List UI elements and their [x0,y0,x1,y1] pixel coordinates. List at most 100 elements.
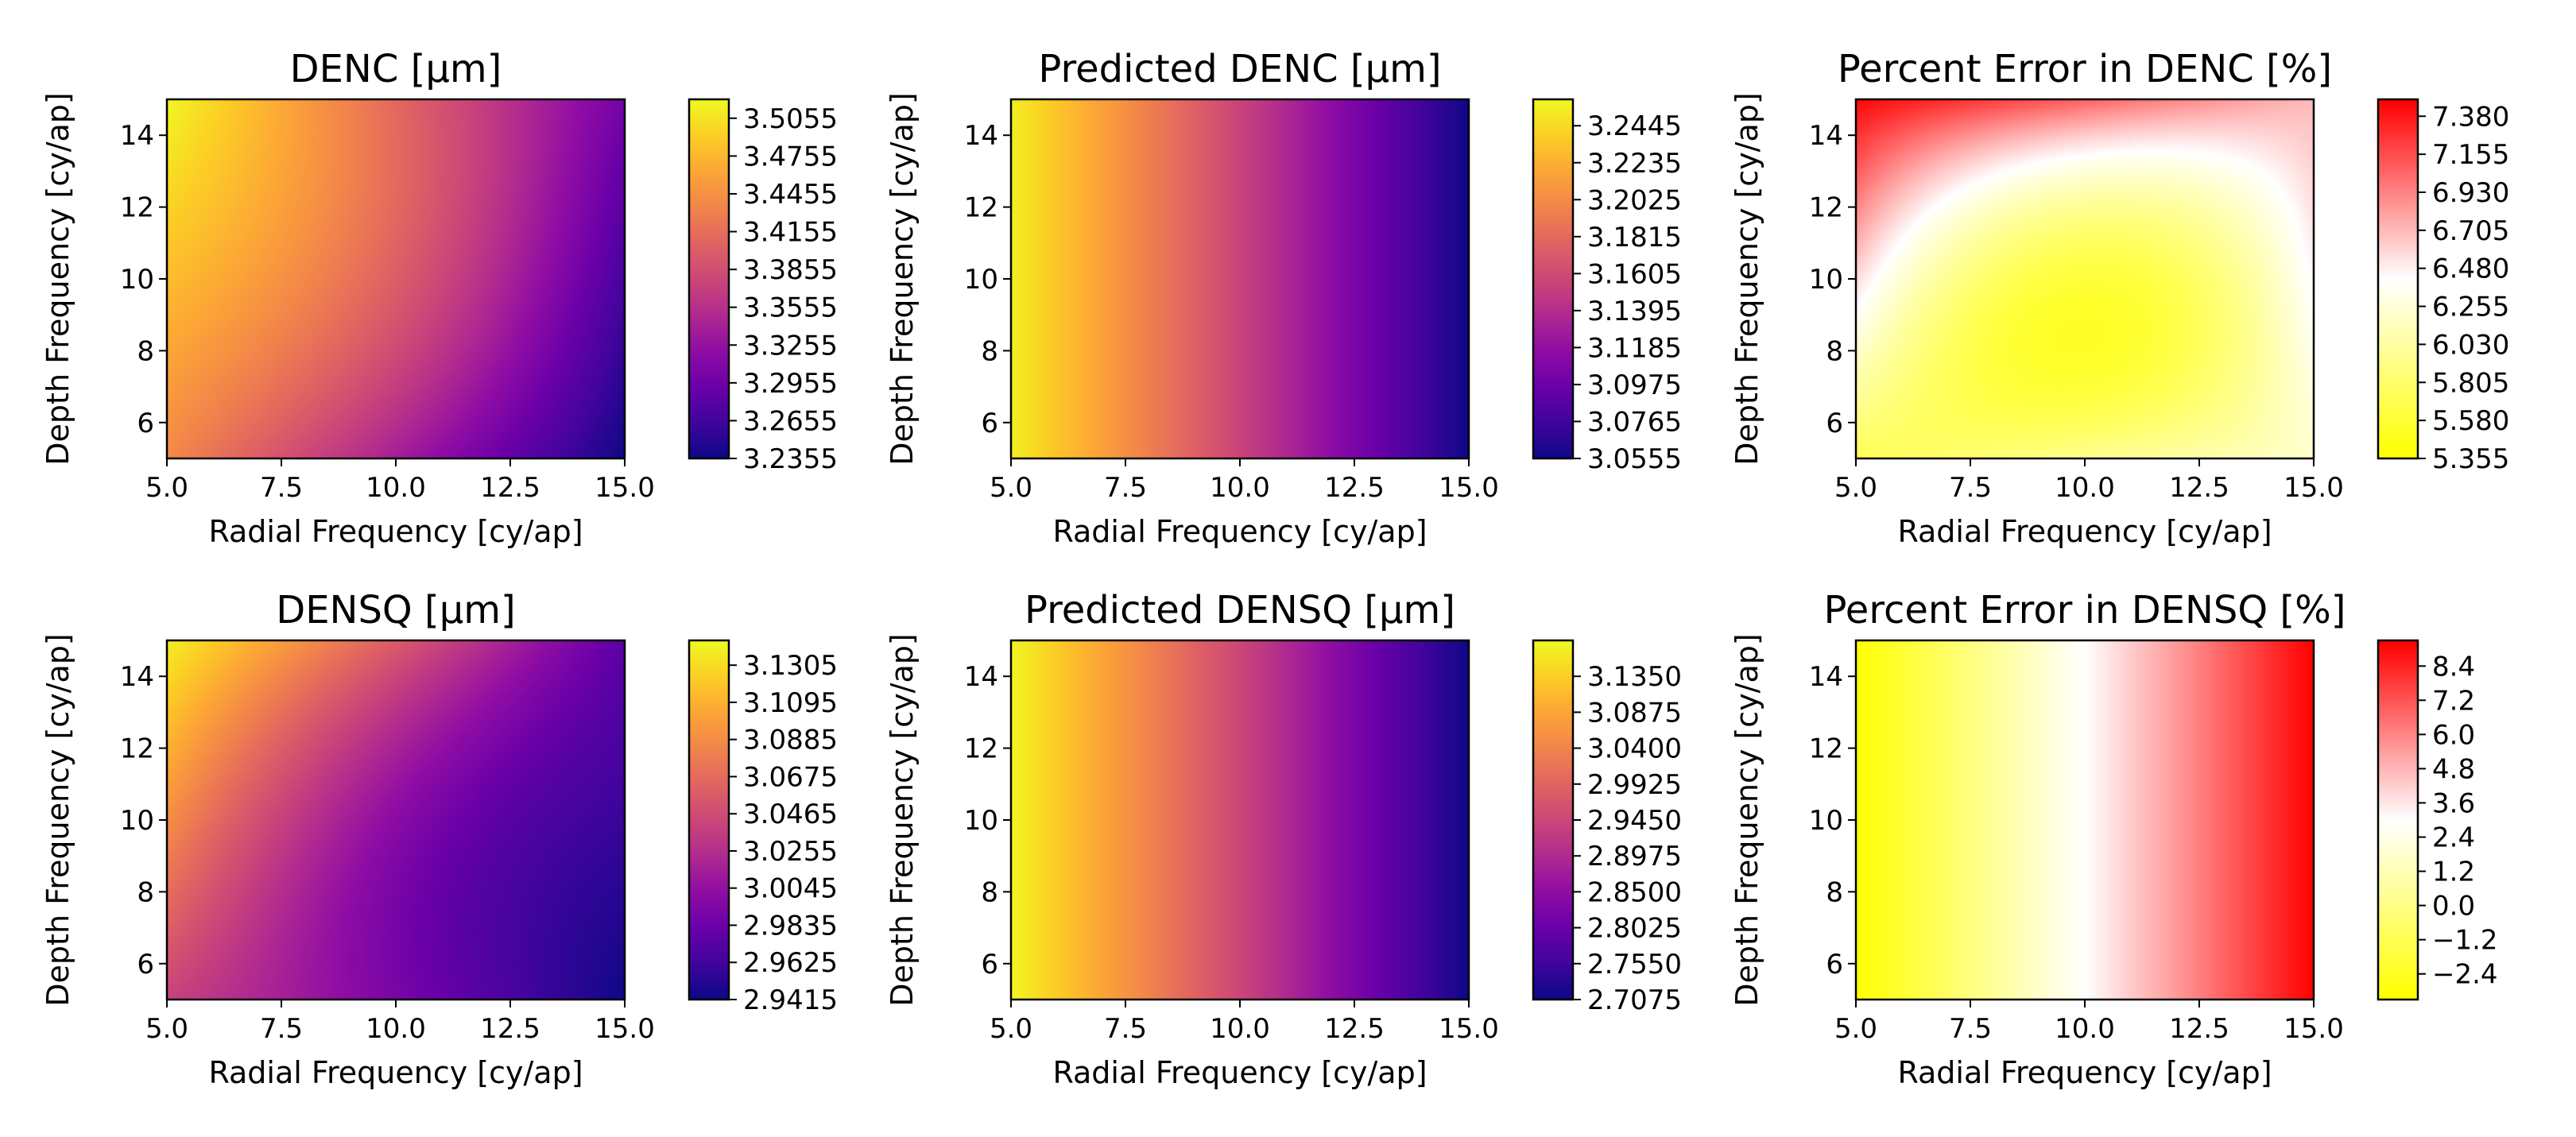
heatmap-image [1856,640,2314,1000]
colorbar-tick-label: 3.0465 [743,799,838,830]
colorbar-tick-label: 3.2235 [1587,148,1682,180]
colorbar-tick-label: 3.1350 [1587,661,1682,693]
y-axis-label: Depth Frequency [cy/ap] [885,92,920,465]
x-tick-label: 10.0 [366,1013,426,1045]
colorbar-tick-label: 7.2 [2432,685,2475,717]
colorbar-tick-label: −2.4 [2432,959,2498,991]
panel-title: Predicted DENC [µm] [1038,47,1441,91]
x-tick-label: 15.0 [1439,1013,1499,1045]
y-tick-label: 10 [964,805,998,837]
colorbar [1533,99,1573,458]
colorbar-tick-label: 3.1395 [1587,296,1682,327]
colorbar-tick-label: 3.1095 [743,687,838,719]
x-axis-label: Radial Frequency [cy/ap] [208,1055,583,1090]
x-tick-label: 12.5 [2169,472,2229,504]
colorbar [2378,99,2418,458]
colorbar-tick-label: 3.2445 [1587,110,1682,142]
y-tick-label: 12 [964,192,998,224]
colorbar-tick-label: 3.4455 [743,179,838,211]
colorbar [689,99,729,458]
colorbar-tick-label: 7.155 [2432,139,2509,171]
colorbar-tick-label: 2.8975 [1587,841,1682,872]
y-tick-label: 14 [964,661,998,693]
x-tick-label: 7.5 [1104,472,1147,504]
x-tick-label: 5.0 [145,472,188,504]
colorbar-tick-label: 8.4 [2432,651,2475,683]
y-tick-label: 14 [964,120,998,152]
colorbar-tick-label: 5.355 [2432,443,2509,475]
x-tick-label: 15.0 [2284,1013,2344,1045]
colorbar-frame [688,98,730,460]
colorbar-tick-label: 3.0045 [743,873,838,905]
y-tick-label: 14 [120,120,154,152]
heatmap-image [167,99,625,458]
colorbar-tick-label: 3.3255 [743,330,838,362]
colorbar-tick-label: 2.9925 [1587,769,1682,801]
colorbar-tick-label: 6.255 [2432,292,2509,323]
x-tick-label: 7.5 [1949,472,1992,504]
y-tick-label: 12 [1809,733,1843,765]
colorbar-tick-label: 3.2955 [743,368,838,400]
colorbar-tick-label: 3.2355 [743,443,838,475]
colorbar-tick-label: −1.2 [2432,925,2498,957]
colorbar-tick-label: 6.030 [2432,329,2509,361]
x-tick-label: 5.0 [990,472,1032,504]
x-axis-label: Radial Frequency [cy/ap] [1897,1055,2272,1090]
y-tick-label: 8 [1826,335,1843,367]
colorbar-tick-label: 3.5055 [743,103,838,135]
colorbar-tick-label: 2.7550 [1587,949,1682,980]
panel-3: Percent Error in DENC [%] 5.0 7.5 10.0 12.5 1… [1730,47,2509,549]
y-tick-label: 6 [137,408,154,439]
colorbar-tick-label: 6.480 [2432,253,2509,285]
colorbar-frame [1532,98,1575,460]
colorbar-tick-label: 3.0875 [1587,697,1682,729]
colorbar-tick-label: 2.7075 [1587,984,1682,1016]
x-tick-label: 7.5 [1104,1013,1147,1045]
colorbar-tick-label: 4.8 [2432,753,2475,785]
x-tick-label: 15.0 [595,1013,655,1045]
x-tick-label: 5.0 [990,1013,1032,1045]
colorbar-tick-label: 2.8025 [1587,913,1682,945]
y-tick-label: 12 [964,733,998,765]
x-tick-label: 12.5 [2169,1013,2229,1045]
colorbar-tick-label: 3.6 [2432,787,2475,819]
colorbar-frame [688,639,730,1001]
y-tick-label: 6 [981,408,998,439]
colorbar-tick-label: 3.0675 [743,761,838,793]
colorbar-tick-label: 3.1605 [1587,258,1682,290]
panel-6: Percent Error in DENSQ [%] 5.0 7.5 10.0 12.5… [1730,588,2498,1090]
colorbar-tick-label: 3.1185 [1587,332,1682,364]
colorbar-tick-label: 3.4155 [743,217,838,249]
colorbar-tick-label: 3.2655 [743,405,838,437]
x-tick-label: 12.5 [1324,1013,1385,1045]
heatmap-image [167,640,625,1000]
panel-5: Predicted DENSQ [µm] 5.0 7.5 10.0 12.5 15.0 6 8… [885,588,1682,1090]
x-tick-label: 10.0 [1210,1013,1270,1045]
panel-title: DENSQ [µm] [276,588,515,632]
panel-2: Predicted DENC [µm] 5.0 7.5 10.0 12.5 15.0 6 8 1… [885,47,1682,549]
colorbar-tick-label: 5.580 [2432,405,2509,437]
colorbar-tick-label: 2.4 [2432,822,2475,854]
x-axis-label: Radial Frequency [cy/ap] [1052,1055,1427,1090]
colorbar-tick-label: 5.805 [2432,367,2509,399]
colorbar-tick-label: 6.930 [2432,177,2509,209]
y-tick-label: 12 [120,192,154,224]
x-tick-label: 7.5 [1949,1013,1992,1045]
y-axis-label: Depth Frequency [cy/ap] [1730,92,1764,465]
panel-title: DENC [µm] [290,47,502,91]
heatmap-image [1011,640,1469,1000]
colorbar-tick-label: 3.1815 [1587,222,1682,253]
y-tick-label: 8 [1826,876,1843,908]
y-tick-label: 6 [981,949,998,980]
colorbar-tick-label: 3.2025 [1587,184,1682,216]
y-tick-label: 8 [137,876,154,908]
panel-title: Percent Error in DENC [%] [1838,47,2332,91]
heatmap-image [1856,99,2314,458]
colorbar-tick-label: 1.2 [2432,857,2475,888]
y-tick-label: 10 [1809,264,1843,296]
colorbar-tick-label: 3.0765 [1587,406,1682,438]
y-tick-label: 10 [120,805,154,837]
x-tick-label: 10.0 [366,472,426,504]
x-tick-label: 10.0 [2055,472,2115,504]
panel-title: Predicted DENSQ [µm] [1025,588,1455,632]
